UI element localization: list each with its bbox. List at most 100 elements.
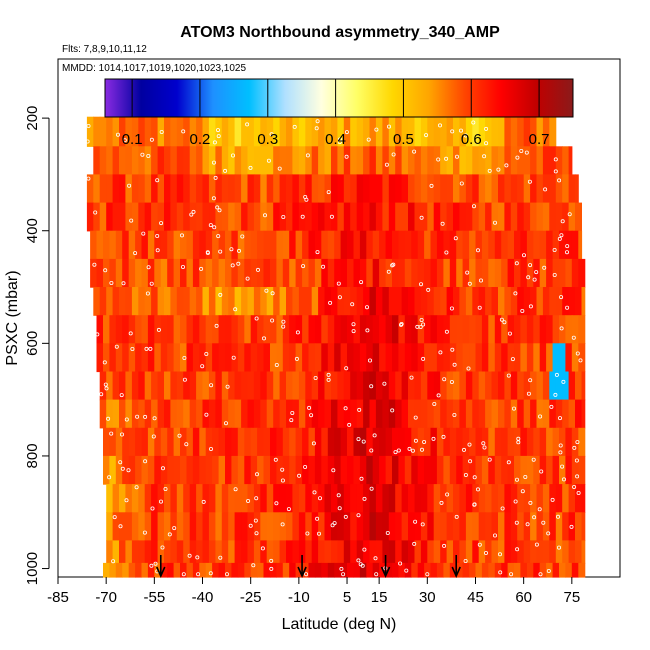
- sample-point: [337, 506, 342, 511]
- heatmap-cell: [331, 399, 338, 429]
- heatmap-cell: [247, 146, 255, 176]
- sample-point: [316, 531, 321, 536]
- heatmap-cell: [212, 455, 220, 485]
- heatmap-cell: [398, 562, 406, 578]
- sample-point: [565, 250, 570, 255]
- heatmap-cell: [183, 287, 191, 316]
- heatmap-cell: [202, 484, 210, 513]
- heatmap-cell: [356, 484, 364, 513]
- heatmap-cell: [408, 484, 415, 513]
- heatmap-cell: [523, 174, 531, 204]
- heatmap-cell: [433, 540, 441, 564]
- sample-point: [269, 132, 274, 137]
- heatmap-cell: [343, 371, 351, 401]
- sample-point: [153, 561, 158, 566]
- heatmap-cell: [196, 287, 204, 316]
- heatmap-cell: [324, 287, 332, 316]
- sample-point: [236, 248, 241, 253]
- sample-point: [303, 464, 308, 469]
- heatmap-cell: [192, 427, 200, 457]
- heatmap-cell: [449, 343, 457, 373]
- sample-point: [527, 179, 532, 184]
- heatmap-cell: [208, 540, 216, 564]
- heatmap-cell: [253, 287, 261, 316]
- sample-point: [484, 141, 489, 146]
- heatmap-cell: [324, 146, 332, 176]
- heatmap-cell: [286, 287, 293, 316]
- heatmap-cell: [498, 540, 505, 564]
- heatmap-cell: [430, 258, 438, 288]
- sample-point: [538, 414, 543, 419]
- heatmap-cell: [433, 287, 441, 316]
- sample-point: [557, 545, 562, 550]
- heatmap-cell: [555, 287, 563, 316]
- heatmap-cell: [286, 174, 293, 204]
- heatmap-cell: [196, 512, 204, 542]
- heatmap-cell: [494, 455, 502, 485]
- heatmap-cell: [359, 562, 367, 578]
- heatmap-cell: [520, 315, 528, 344]
- sample-point: [421, 356, 426, 361]
- sample-point: [444, 329, 449, 334]
- sample-point: [452, 412, 457, 417]
- sample-point: [492, 220, 497, 225]
- heatmap-cell: [228, 287, 236, 316]
- heatmap-cell: [173, 230, 181, 260]
- heatmap-cell: [138, 399, 146, 429]
- heatmap-cell: [578, 258, 586, 288]
- sample-point: [289, 418, 294, 423]
- heatmap-cell: [138, 512, 146, 542]
- heatmap-cell: [440, 146, 448, 176]
- heatmap-cell: [379, 230, 387, 260]
- heatmap-cell: [321, 562, 329, 578]
- sample-point: [214, 323, 219, 328]
- heatmap-cell: [189, 512, 197, 542]
- sample-point: [281, 319, 286, 324]
- sample-point: [209, 383, 214, 388]
- heatmap-cell: [263, 315, 271, 344]
- sample-point: [369, 384, 374, 389]
- heatmap-cell: [375, 146, 383, 176]
- heatmap-cell: [109, 315, 117, 344]
- heatmap-cell: [157, 202, 165, 232]
- heatmap-cell: [279, 540, 287, 564]
- heatmap-cell: [440, 116, 448, 147]
- heatmap-cell: [385, 562, 393, 578]
- sample-point: [118, 460, 123, 465]
- heatmap-cell: [231, 258, 239, 288]
- heatmap-cell: [205, 258, 213, 288]
- heatmap-cell: [363, 174, 371, 204]
- sample-point: [550, 497, 555, 502]
- heatmap-cell: [395, 287, 403, 316]
- heatmap-cell: [542, 484, 550, 513]
- heatmap-cell: [388, 399, 396, 429]
- sample-point: [373, 556, 378, 561]
- heatmap-cell: [253, 512, 261, 542]
- heatmap-cell: [144, 371, 152, 401]
- sample-point: [156, 327, 161, 332]
- heatmap-cell: [282, 455, 290, 485]
- heatmap-cell: [465, 202, 473, 232]
- sample-point: [216, 234, 221, 239]
- heatmap-cell: [176, 371, 184, 401]
- sample-point: [215, 128, 220, 133]
- heatmap-cell: [334, 343, 342, 373]
- sample-point: [118, 524, 123, 529]
- heatmap-cell: [353, 562, 361, 578]
- heatmap-cell: [549, 399, 557, 429]
- sample-point: [294, 356, 299, 361]
- heatmap-cell: [485, 174, 493, 204]
- heatmap-cell: [578, 562, 586, 578]
- heatmap-cell: [279, 202, 287, 232]
- heatmap-cell: [456, 455, 464, 485]
- heatmap-cell: [340, 343, 348, 373]
- heatmap-cell: [273, 371, 281, 401]
- heatmap-cell: [356, 287, 364, 316]
- heatmap-cell: [151, 174, 159, 204]
- heatmap-cell: [324, 174, 332, 204]
- heatmap-cell: [459, 202, 467, 232]
- heatmap-cell: [555, 512, 563, 542]
- heatmap-cell: [539, 343, 547, 373]
- sample-point: [534, 270, 539, 275]
- sample-point: [274, 501, 279, 506]
